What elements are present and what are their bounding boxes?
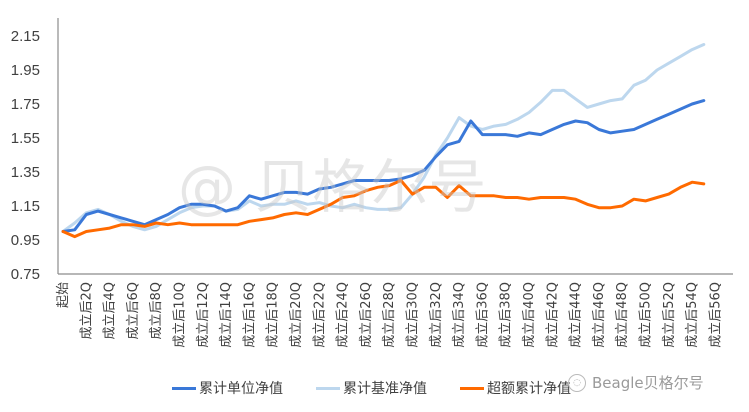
watermark-corner: ◌ Beagle贝格尔号 xyxy=(568,372,704,393)
y-tick-label: 1.75 xyxy=(11,96,40,113)
watermark-center: @ 贝格尔号 xyxy=(178,153,487,221)
x-tick-label: 成立后44Q xyxy=(569,282,584,348)
y-axis: 2.15 1.95 1.75 1.55 1.35 1.15 0.95 0.75 xyxy=(11,18,59,283)
x-tick-label: 成立后4Q xyxy=(103,282,118,340)
legend-label: 累计基准净值 xyxy=(343,381,427,397)
x-tick-label: 成立后36Q xyxy=(475,282,490,348)
legend-item-excess-nav: 超额累计净值 xyxy=(460,378,571,398)
y-tick-label: 2.15 xyxy=(11,28,40,45)
x-tick-label: 起始 xyxy=(56,282,71,308)
x-tick-label: 成立后48Q xyxy=(615,282,630,348)
x-tick-label: 成立后50Q xyxy=(639,282,654,348)
x-tick-label: 成立后10Q xyxy=(173,282,188,348)
wechat-icon: ◌ xyxy=(568,373,586,392)
x-tick-label: 成立后30Q xyxy=(406,282,421,348)
x-tick-label: 成立后8Q xyxy=(149,282,164,340)
legend: 累计单位净值 累计基准净值 超额累计净值 xyxy=(0,378,749,398)
legend-swatch-icon xyxy=(172,386,196,390)
x-tick-label: 成立后52Q xyxy=(662,282,677,348)
legend-label: 超额累计净值 xyxy=(487,381,571,397)
series-line xyxy=(61,179,706,239)
x-tick-label: 成立后22Q xyxy=(312,282,327,348)
x-tick-label: 成立后24Q xyxy=(336,282,351,348)
y-tick-label: 1.35 xyxy=(11,164,40,181)
series-line xyxy=(61,43,706,233)
y-tick-label: 0.95 xyxy=(11,232,40,249)
x-tick-label: 成立后6Q xyxy=(126,282,141,340)
y-tick-label: 1.15 xyxy=(11,198,40,215)
y-tick-label: 1.55 xyxy=(11,130,40,147)
x-tick-label: 成立后40Q xyxy=(522,282,537,348)
legend-label: 累计单位净值 xyxy=(199,381,283,397)
x-tick-label: 成立后12Q xyxy=(196,282,211,348)
y-tick-label: 1.95 xyxy=(11,62,40,79)
x-tick-label: 成立后46Q xyxy=(592,282,607,348)
x-tick-label: 成立后2Q xyxy=(79,282,94,340)
x-tick-label: 成立后32Q xyxy=(429,282,444,348)
x-tick-label: 成立后42Q xyxy=(545,282,560,348)
x-axis: 起始 成立后2Q 成立后4Q 成立后6Q 成立后8Q 成立后10Q 成立后12Q 成立后14Q… xyxy=(56,273,733,348)
y-tick-label: 0.75 xyxy=(11,266,40,283)
x-tick-label: 成立后28Q xyxy=(382,282,397,348)
legend-swatch-icon xyxy=(460,386,484,390)
legend-item-benchmark-nav: 累计基准净值 xyxy=(316,378,427,398)
x-tick-label: 成立后14Q xyxy=(219,282,234,348)
series-line xyxy=(61,99,706,233)
x-tick-label: 成立后20Q xyxy=(289,282,304,348)
x-tick-label: 成立后16Q xyxy=(242,282,257,348)
x-tick-label: 成立后26Q xyxy=(359,282,374,348)
watermark-corner-text: Beagle贝格尔号 xyxy=(592,374,704,392)
x-tick-label: 成立后56Q xyxy=(708,282,723,348)
x-tick-label: 成立后38Q xyxy=(499,282,514,348)
legend-item-unit-nav: 累计单位净值 xyxy=(172,378,283,398)
x-tick-label: 成立后54Q xyxy=(685,282,700,348)
plot-area xyxy=(61,43,706,239)
x-tick-label: 成立后18Q xyxy=(266,282,281,348)
legend-swatch-icon xyxy=(316,386,340,390)
x-tick-label: 成立后34Q xyxy=(452,282,467,348)
